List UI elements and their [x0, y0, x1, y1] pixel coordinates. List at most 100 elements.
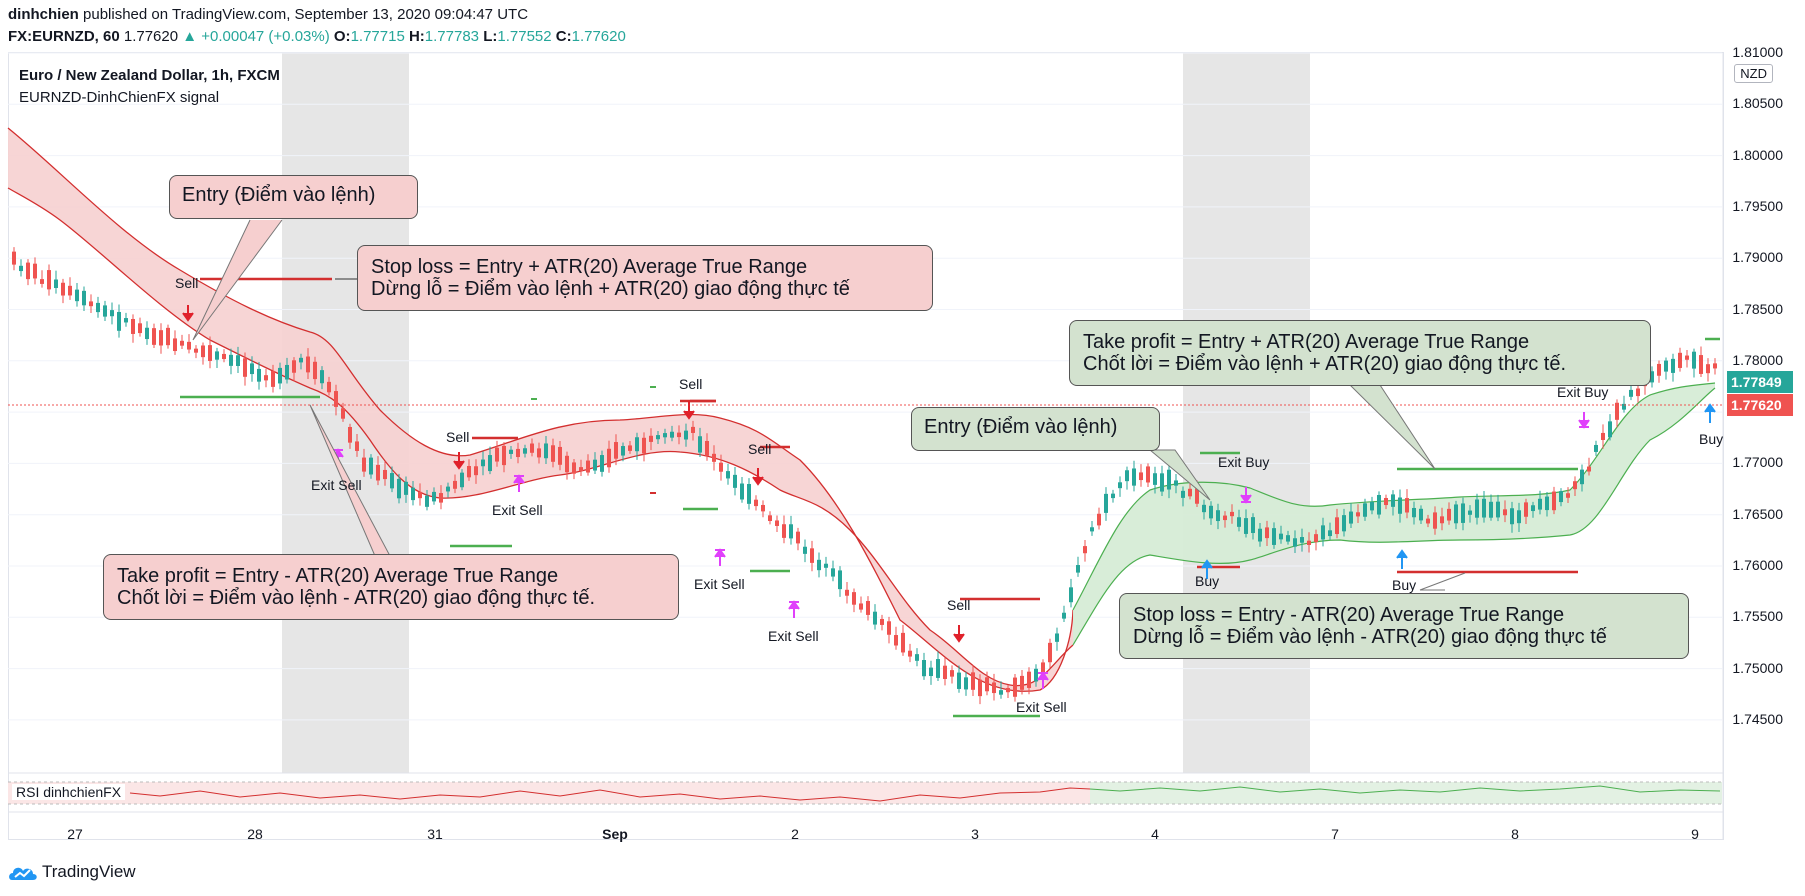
- buy-band-fill: [1073, 383, 1715, 645]
- candle-body: [103, 305, 107, 317]
- candle-body: [1370, 501, 1374, 511]
- candle-body: [1566, 493, 1570, 498]
- exit-buy-label: Exit Buy: [1218, 454, 1269, 470]
- candle-body: [12, 251, 16, 265]
- candle-body: [467, 465, 471, 478]
- candle-body: [194, 348, 198, 353]
- candle-body: [1706, 364, 1710, 374]
- candle-body: [1118, 482, 1122, 489]
- time-tick: Sep: [602, 826, 628, 842]
- take-profit-buy-callout: Take profit = Entry + ATR(20) Average Tr…: [1069, 320, 1651, 386]
- author-name[interactable]: dinhchien: [8, 6, 79, 23]
- candle-body: [285, 364, 289, 380]
- candle-body: [635, 437, 639, 452]
- candle-body: [1594, 444, 1598, 452]
- candle-body: [1601, 432, 1605, 441]
- currency-badge[interactable]: NZD: [1734, 64, 1773, 83]
- candle-body: [824, 563, 828, 568]
- candle-body: [397, 478, 401, 499]
- candle-body: [1426, 518, 1430, 524]
- candle-body: [908, 650, 912, 657]
- candle-body: [894, 635, 898, 646]
- candle-body: [1006, 687, 1010, 693]
- candle-body: [1349, 511, 1353, 524]
- candle-body: [313, 361, 317, 380]
- candle-body: [208, 345, 212, 361]
- candle-body: [1321, 525, 1325, 540]
- high-label: H:: [408, 28, 425, 45]
- candle-body: [1230, 511, 1234, 517]
- candle-body: [1265, 527, 1269, 539]
- candle-body: [1503, 509, 1507, 516]
- rsi-label[interactable]: RSI dinhchienFX: [12, 784, 126, 800]
- candle-body: [1412, 507, 1416, 518]
- candle-body: [726, 471, 730, 479]
- candle-body: [187, 341, 191, 350]
- candle-body: [110, 310, 114, 317]
- candle-body: [1419, 508, 1423, 521]
- candle-body: [481, 459, 485, 467]
- callout-pointers: [192, 219, 1466, 591]
- candle-body: [383, 469, 387, 480]
- candle-body: [1048, 642, 1052, 663]
- candle-body: [1468, 510, 1472, 515]
- candle-body: [1111, 493, 1115, 499]
- symbol-name[interactable]: FX:EURNZD, 60: [8, 28, 120, 45]
- candle-body: [404, 481, 408, 495]
- candle-body: [418, 491, 422, 499]
- candle-body: [1636, 388, 1640, 397]
- time-tick: 4: [1151, 826, 1159, 842]
- candle-body: [411, 487, 415, 501]
- buy-band-upper: [1072, 382, 1716, 611]
- candle-body: [124, 318, 128, 323]
- candle-body: [712, 453, 716, 462]
- candle-body: [600, 455, 604, 472]
- price-tick: 1.76000: [1732, 557, 1783, 573]
- candle-body: [236, 355, 240, 367]
- candle-body: [1398, 497, 1402, 514]
- time-tick: 31: [427, 826, 443, 842]
- candle-body: [992, 682, 996, 694]
- low-label: L:: [483, 28, 498, 45]
- candle-body: [19, 265, 23, 272]
- candle-body: [929, 667, 933, 677]
- candle-body: [1559, 491, 1563, 503]
- sell-label: Sell: [679, 376, 702, 392]
- candle-body: [474, 466, 478, 476]
- signal-labels: Sell Sell Sell Sell Sell Exit Sell Exit …: [175, 275, 1723, 715]
- tradingview-logo[interactable]: TradingView: [8, 862, 136, 882]
- candle-body: [1300, 537, 1304, 543]
- candle-body: [1104, 493, 1108, 513]
- candle-body: [1552, 491, 1556, 511]
- candle-body: [1195, 488, 1199, 504]
- time-tick: 2: [791, 826, 799, 842]
- candle-body: [1475, 499, 1479, 518]
- candle-body: [75, 289, 79, 302]
- entry-sell-text: Entry (Điểm vào lệnh): [182, 184, 376, 206]
- candle-body: [1405, 498, 1409, 513]
- candle-body: [887, 621, 891, 635]
- candle-body: [1097, 513, 1101, 526]
- candle-body: [509, 449, 513, 454]
- candle-body: [369, 457, 373, 475]
- candle-body: [936, 659, 940, 678]
- chart-title[interactable]: Euro / New Zealand Dollar, 1h, FXCM: [19, 67, 280, 84]
- candle-body: [705, 440, 709, 456]
- candle-body: [558, 446, 562, 465]
- candle-body: [1377, 495, 1381, 515]
- indicator-name[interactable]: EURNZD-DinhChienFX signal: [19, 89, 220, 106]
- candle-body: [1461, 503, 1465, 523]
- high-value: 1.77783: [424, 28, 480, 45]
- candle-body: [1622, 403, 1626, 410]
- candle-body: [1167, 469, 1171, 490]
- rsi-bg-sell: [8, 782, 1090, 804]
- tradingview-cloud-icon: [9, 867, 37, 880]
- candle-body: [1125, 470, 1129, 482]
- candle-body: [145, 327, 149, 340]
- candle-body: [1027, 671, 1031, 688]
- candle-body: [1286, 535, 1290, 542]
- candle-body: [173, 338, 177, 352]
- candle-body: [747, 483, 751, 504]
- candle-body: [1454, 504, 1458, 524]
